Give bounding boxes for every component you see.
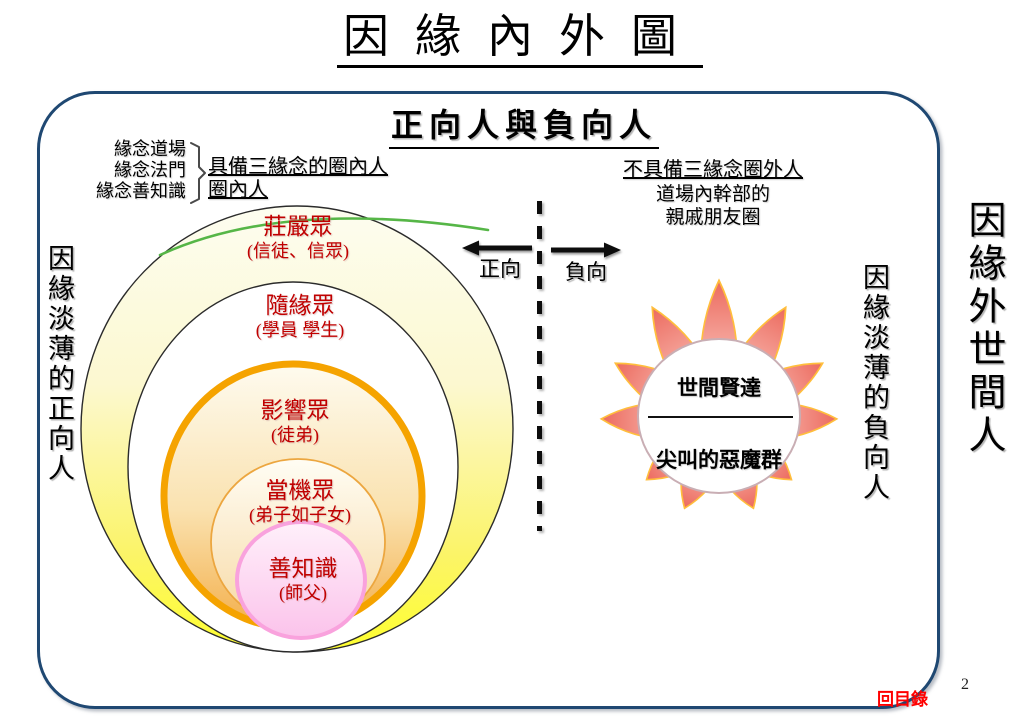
condition-item: 緣念法門 [114, 160, 186, 180]
left-vertical-label: 因緣淡薄的正向人 [44, 244, 74, 484]
panel-header: 正向人與負向人 [388, 100, 660, 149]
outer-group-title: 不具備三緣念圈外人 [623, 159, 803, 181]
arrow-left-icon [462, 240, 532, 256]
lotus-divider-line [648, 416, 793, 418]
inner-conditions-list: 緣念道場 緣念法門 緣念善知識 [60, 139, 186, 202]
outer-group-labels: 不具備三緣念圈外人 道場內幹部的 親戚朋友圈 [588, 158, 838, 229]
lotus-bottom-label: 尖叫的惡魔群 [656, 448, 782, 472]
inner-group-title: 具備三緣念的圈內人 [208, 156, 388, 178]
outer-group-line2: 道場內幹部的 [655, 184, 770, 205]
outside-vertical-label: 因緣外世間人 [962, 200, 1004, 458]
arrow-right-icon [551, 242, 621, 258]
ring-label-4: 當機眾 (弟子如子女) [249, 478, 351, 525]
right-vertical-label: 因緣淡薄的負向人 [859, 263, 889, 503]
ring-5-pink-core [235, 520, 367, 640]
direction-negative-label: 負向 [565, 260, 607, 284]
concentric-rings-graphic [80, 205, 514, 653]
inner-group-subtitle: 圈內人 [208, 179, 268, 201]
ring-label-1: 莊嚴眾 (信徒、信眾) [247, 214, 349, 261]
dashed-divider [537, 201, 542, 531]
ring-label-2: 隨緣眾 (學員 學生) [255, 293, 345, 340]
condition-item: 緣念道場 [114, 139, 186, 159]
outer-group-line3: 親戚朋友圈 [665, 207, 761, 228]
inner-group-labels: 具備三緣念的圈內人 圈內人 [208, 156, 388, 202]
condition-item: 緣念善知識 [96, 181, 186, 201]
direction-positive-label: 正向 [479, 257, 521, 281]
back-to-toc-link[interactable]: 回目錄 [877, 690, 928, 709]
ring-label-5: 善知識 (師父) [268, 556, 338, 603]
page-number: 2 [961, 676, 969, 693]
brace-icon [190, 142, 206, 204]
green-top-arc [158, 217, 490, 257]
lotus-top-label: 世間賢達 [677, 376, 761, 400]
page-title: 因緣內外圖 [337, 11, 703, 68]
ring-label-3: 影響眾 (徒弟) [260, 398, 330, 445]
